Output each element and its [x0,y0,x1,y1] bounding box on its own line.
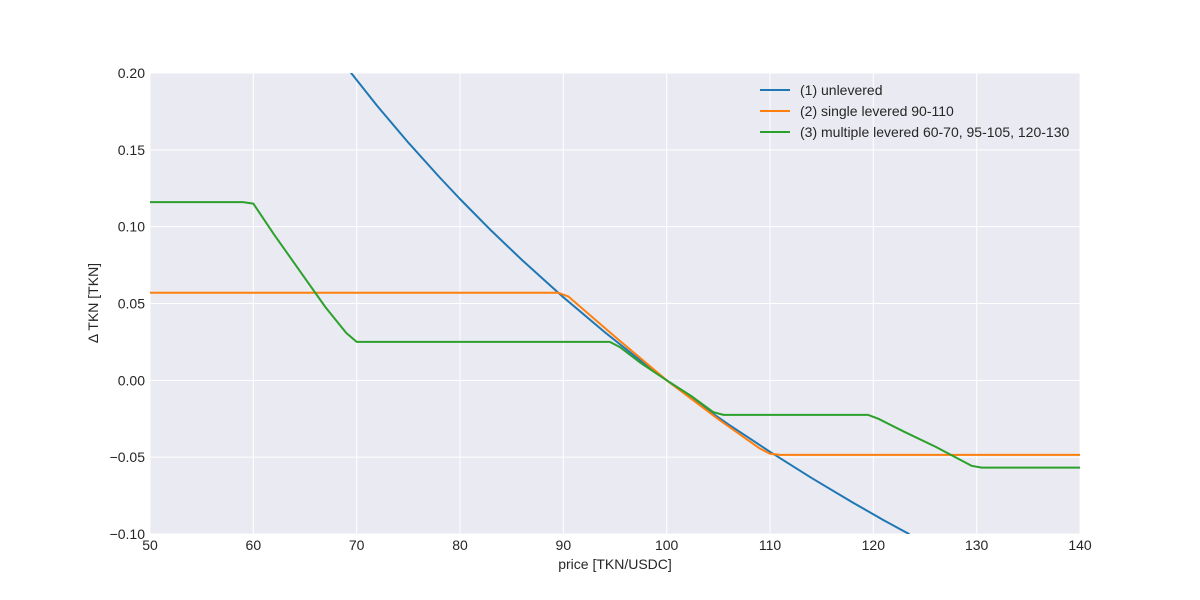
legend-label-3: (3) multiple levered 60-70, 95-105, 120-… [800,124,1069,140]
x-tick-label: 110 [759,537,782,553]
y-tick-label: 0.15 [118,142,145,158]
y-axis-label: Δ TKN [TKN] [85,263,101,343]
y-tick-label: −0.05 [110,449,146,465]
x-tick-label: 70 [349,537,365,553]
x-tick-label: 100 [655,537,679,553]
y-tick-label: 0.00 [118,372,145,388]
x-tick-label: 80 [452,537,468,553]
x-tick-label: 140 [1068,537,1092,553]
x-tick-label: 120 [862,537,886,553]
series-line-1 [349,73,910,534]
x-tick-label: 90 [556,537,572,553]
x-tick-label: 60 [246,537,262,553]
x-axis-label: price [TKN/USDC] [558,556,672,572]
x-axis-ticks: 50 60 70 80 90 100 110 120 130 140 [142,537,1092,553]
y-tick-label: 0.10 [118,219,145,235]
series-line-3 [150,201,1080,469]
legend-label-2: (2) single levered 90-110 [800,103,954,119]
grid-lines [149,72,1081,535]
x-tick-label: 50 [142,537,158,553]
x-tick-label: 130 [965,537,989,553]
legend: (1) unlevered (2) single levered 90-110 (3… [760,82,1069,140]
legend-label-1: (1) unlevered [800,82,883,98]
y-tick-label: 0.05 [118,296,145,312]
y-tick-label: 0.20 [118,65,145,81]
y-tick-label: −0.10 [110,526,146,542]
series-line-2 [150,291,1080,456]
series-lines [150,73,1080,534]
y-axis-ticks: −0.10 −0.05 0.00 0.05 0.10 0.15 0.20 [110,65,146,542]
